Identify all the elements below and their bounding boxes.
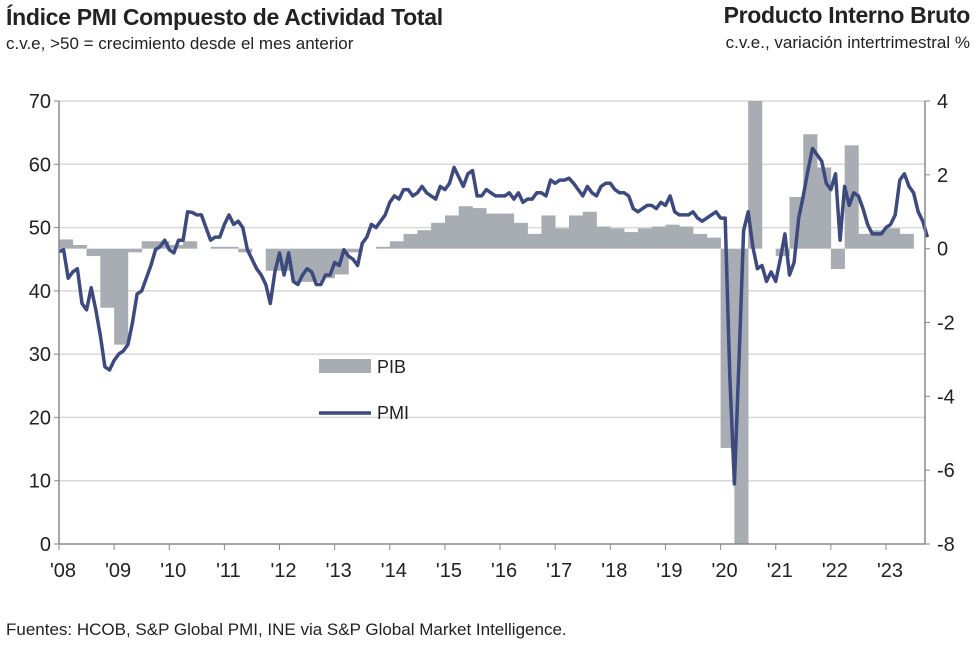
gdp-bar xyxy=(183,241,198,249)
gdp-bar xyxy=(100,248,115,308)
gdp-bar xyxy=(210,246,225,249)
gdp-bar xyxy=(458,206,473,249)
x-tick-label: '17 xyxy=(546,560,572,582)
gdp-bar xyxy=(651,226,666,249)
gdp-bar xyxy=(224,246,239,249)
y-left-tick-label: 70 xyxy=(29,91,51,113)
gdp-bar xyxy=(803,134,818,249)
legend-swatch-pib xyxy=(319,359,371,373)
gdp-bar xyxy=(431,222,446,249)
y-left-tick-label: 20 xyxy=(29,407,51,429)
y-right-tick-label: 4 xyxy=(937,91,948,113)
y-right-tick-label: 0 xyxy=(937,239,948,261)
y-right-tick-label: -2 xyxy=(937,313,955,335)
gdp-bar xyxy=(72,244,87,249)
x-tick-label: '12 xyxy=(270,560,296,582)
x-tick-label: '22 xyxy=(822,560,848,582)
gdp-bar xyxy=(114,248,129,345)
gdp-bar xyxy=(899,233,914,249)
gdp-bar xyxy=(596,226,611,249)
gdp-bar xyxy=(486,213,501,249)
y-right-tick-label: 2 xyxy=(937,165,948,187)
gdp-bar xyxy=(86,248,101,257)
gdp-bar xyxy=(141,241,156,249)
gdp-bar xyxy=(858,233,873,249)
gdp-bar xyxy=(541,215,556,249)
gdp-bar xyxy=(679,226,694,249)
gdp-bar xyxy=(527,233,542,249)
y-right-tick-label: -8 xyxy=(937,534,955,556)
y-right-tick-label: -6 xyxy=(937,460,955,482)
gdp-bar xyxy=(624,232,639,249)
y-left-tick-label: 50 xyxy=(29,218,51,240)
gdp-bar xyxy=(376,246,391,249)
gdp-bar xyxy=(59,239,74,249)
gdp-bar xyxy=(693,233,708,249)
x-tick-label: '23 xyxy=(877,560,903,582)
x-tick-label: '18 xyxy=(601,560,627,582)
gdp-bar xyxy=(444,215,460,249)
gdp-bar xyxy=(348,248,363,253)
gdp-bar xyxy=(568,215,584,249)
chart-title-right: Producto Interno Bruto xyxy=(723,2,971,28)
gdp-bar xyxy=(637,228,652,249)
gdp-bar xyxy=(403,233,418,249)
x-tick-label: '11 xyxy=(216,560,241,582)
gdp-bar xyxy=(500,213,515,249)
gdp-bar xyxy=(127,248,142,253)
x-tick-label: '15 xyxy=(436,560,462,582)
y-right-tick-label: -4 xyxy=(937,386,955,408)
gdp-bar xyxy=(389,241,404,249)
gdp-bar xyxy=(748,101,763,249)
gdp-bar xyxy=(582,211,597,249)
x-tick-label: '16 xyxy=(491,560,517,582)
x-tick-label: '09 xyxy=(105,560,131,582)
gdp-bar xyxy=(886,228,901,249)
x-tick-label: '13 xyxy=(326,560,352,582)
gdp-bar xyxy=(417,230,432,249)
gdp-bar xyxy=(555,228,570,249)
chart-subtitle-right: c.v.e., variación intertrimestral % xyxy=(725,33,970,52)
y-left-tick-label: 0 xyxy=(40,534,51,556)
x-tick-label: '19 xyxy=(656,560,682,582)
y-left-tick-label: 60 xyxy=(29,154,51,176)
x-tick-label: '20 xyxy=(712,560,738,582)
gdp-bar xyxy=(665,224,680,249)
x-tick-label: '21 xyxy=(767,560,793,582)
x-tick-label: '08 xyxy=(50,560,76,582)
chart-subtitle-left: c.v.e, >50 = crecimiento desde el mes an… xyxy=(6,34,354,53)
chart-title-left: Índice PMI Compuesto de Actividad Total xyxy=(6,4,443,30)
source-note: Fuentes: HCOB, S&P Global PMI, INE via S… xyxy=(6,620,567,639)
gdp-bar xyxy=(238,248,253,253)
gdp-bar xyxy=(830,248,845,269)
y-left-tick-label: 30 xyxy=(29,344,51,366)
y-left-tick-label: 40 xyxy=(29,281,51,303)
legend-label-pmi: PMI xyxy=(377,403,409,423)
y-left-tick-label: 10 xyxy=(29,471,51,493)
x-tick-label: '10 xyxy=(160,560,186,582)
legend-label-pib: PIB xyxy=(377,357,406,377)
x-tick-label: '14 xyxy=(381,560,407,582)
gdp-bar xyxy=(706,237,721,249)
gdp-bar xyxy=(513,222,528,249)
pmi-line xyxy=(58,146,930,486)
gdp-bar xyxy=(610,228,625,249)
gdp-bar xyxy=(734,248,749,544)
gdp-bar xyxy=(472,208,487,249)
